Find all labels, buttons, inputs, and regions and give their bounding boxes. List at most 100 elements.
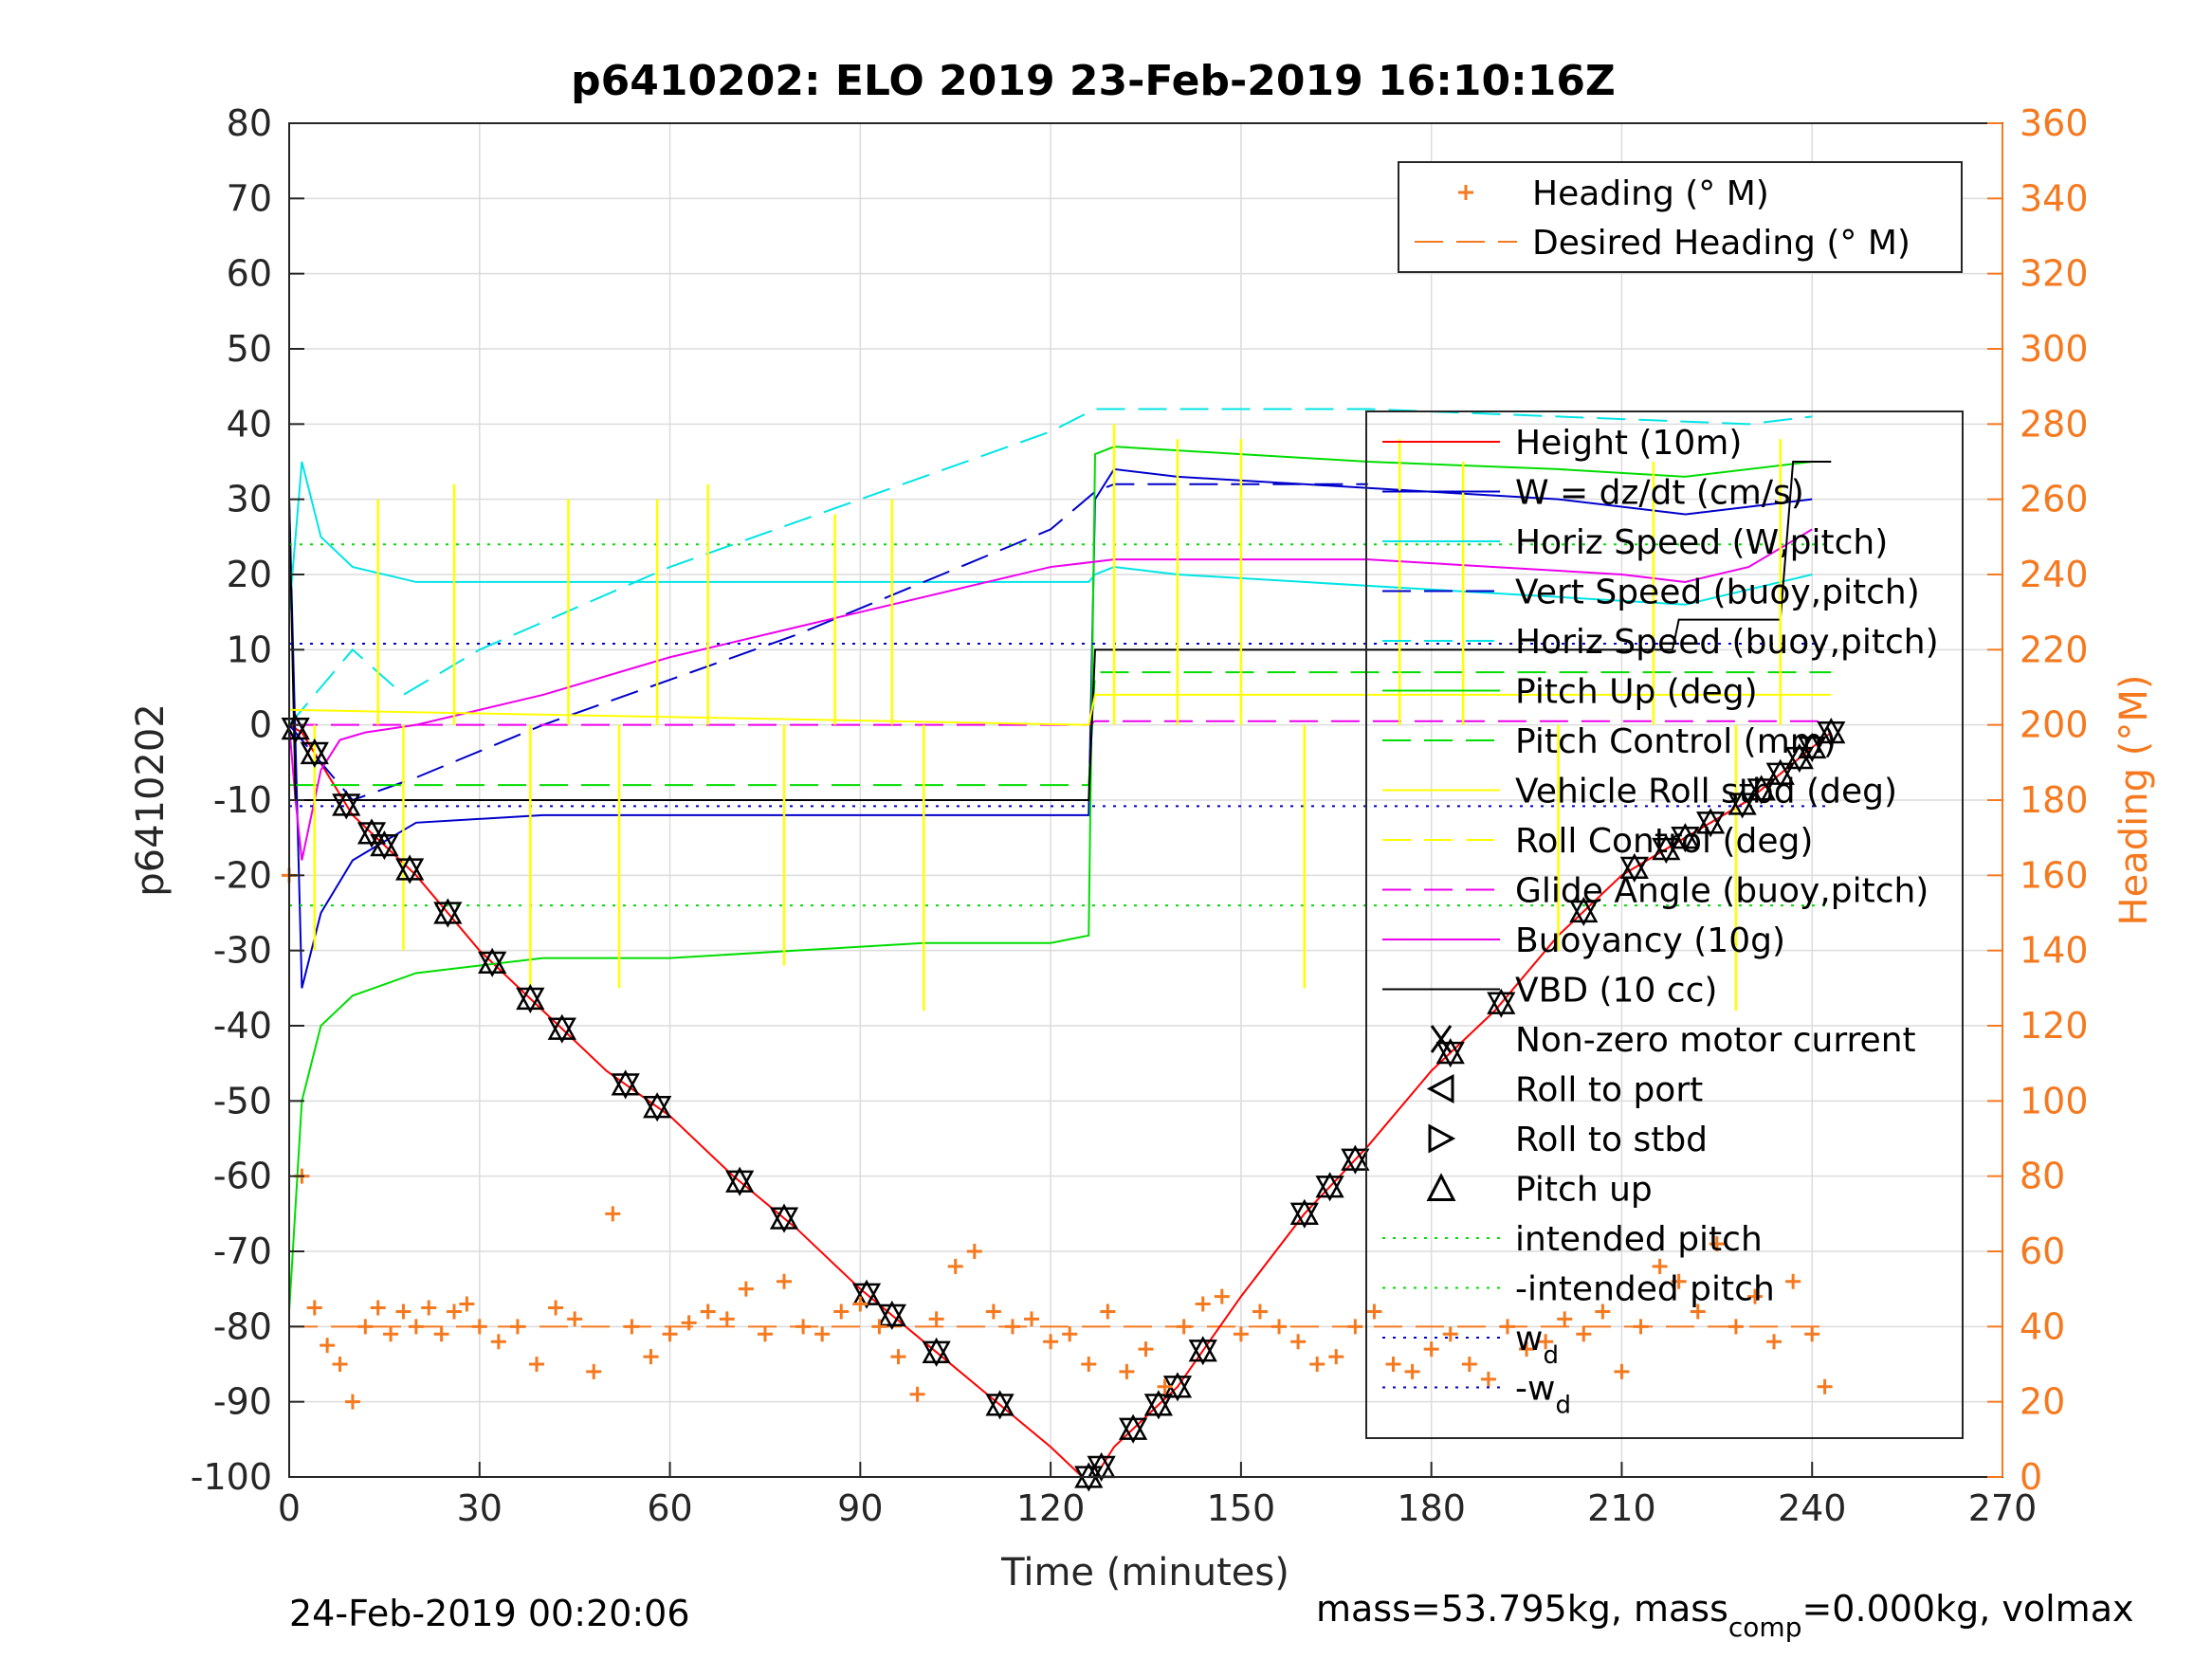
heading-point	[700, 1304, 716, 1320]
x-tick-label: 210	[1587, 1487, 1656, 1529]
heading-legend-box	[1398, 161, 1963, 273]
y-right-tick-label: 120	[2020, 1005, 2089, 1047]
heading-point	[1817, 1378, 1833, 1395]
heading-point	[509, 1319, 525, 1335]
pitch-up-marker	[1746, 775, 1776, 801]
y-axis-left-label: p6410202	[129, 703, 173, 897]
heading-point	[795, 1319, 812, 1335]
heading-point	[1785, 1273, 1801, 1289]
heading-point	[662, 1326, 678, 1342]
heading-point	[383, 1326, 399, 1342]
heading-point	[1633, 1319, 1649, 1335]
heading-point	[909, 1386, 925, 1402]
motor-current-marker	[1619, 856, 1649, 883]
heading-point	[1385, 1357, 1401, 1372]
pitch-up-marker	[1487, 988, 1516, 1014]
heading-legend: Heading (° M) Desired Heading (° M)	[1398, 161, 1963, 273]
heading-point	[1519, 1341, 1535, 1358]
heading-point	[1709, 1236, 1725, 1252]
legend-entry: Buoyancy (10g)	[1382, 921, 1785, 960]
legend-label: Vehicle Roll stbd (deg)	[1515, 773, 1897, 811]
y-left-tick-label: 30	[227, 479, 272, 520]
pitch-up-marker	[877, 1300, 906, 1327]
heading-point	[421, 1300, 437, 1316]
heading-point	[1766, 1334, 1782, 1350]
y-axis-left: 80 70 60 50 40 30 20 10 0 -10 -20 -30 -40 -50 -60 -70 -8…	[191, 102, 304, 1498]
motor-current-marker	[433, 902, 463, 928]
pitch-up-marker	[643, 1092, 672, 1119]
legend-label: Pitch Up (deg)	[1515, 673, 1758, 712]
pitch-up-marker	[1696, 808, 1726, 834]
legend-swatch	[1426, 1073, 1454, 1104]
heading-point	[1690, 1304, 1706, 1320]
y-right-tick-label: 80	[2020, 1156, 2065, 1197]
legend-label: wd	[1515, 1320, 1559, 1370]
y-left-tick-label: 80	[227, 102, 272, 144]
series-horiz-speed-w-pitch	[288, 461, 1813, 612]
motor-current-marker	[1746, 778, 1776, 805]
heading-point	[1652, 1258, 1668, 1274]
legend-entry: Horiz Speed (buoy,pitch)	[1382, 623, 1939, 662]
y-right-tick-label: 160	[2020, 854, 2089, 896]
y-right-tick-label: 100	[2020, 1080, 2089, 1121]
legend-label: Heading (° M)	[1532, 174, 1769, 213]
series-horiz-speed-buoy-pitch	[288, 408, 1813, 726]
heading-point	[1423, 1341, 1439, 1358]
x-tick-label: 0	[278, 1487, 301, 1529]
y-right-tick-label: 300	[2020, 328, 2089, 370]
heading-point	[1746, 1288, 1763, 1304]
legend-entry: Horiz Speed (W,pitch)	[1382, 523, 1888, 562]
motor-current-marker	[1798, 736, 1827, 763]
heading-point	[395, 1304, 411, 1320]
heading-point	[738, 1281, 754, 1297]
pitch-up-marker	[547, 1013, 576, 1040]
y-right-tick-label: 180	[2020, 779, 2089, 821]
pitch-up-marker	[985, 1390, 1015, 1416]
legend-entry: Heading (° M)	[1458, 174, 1769, 213]
legend-swatch	[1428, 1123, 1456, 1154]
pitch-up-marker	[300, 738, 329, 765]
heading-point	[1595, 1304, 1611, 1320]
y-left-tick-label: -20	[213, 854, 272, 896]
heading-point	[332, 1357, 348, 1372]
legend-label: Roll Control (deg)	[1515, 822, 1813, 861]
pitch-up-marker	[1765, 758, 1795, 785]
pitch-up-marker	[370, 830, 399, 857]
motor-current-marker	[1289, 1202, 1319, 1229]
pitch-up-marker	[516, 983, 545, 1011]
pitch-up-marker	[922, 1337, 951, 1363]
motor-current-marker	[851, 1283, 882, 1309]
pitch-up-marker	[356, 818, 387, 845]
pitch-up-marker	[1817, 718, 1846, 744]
heading-point	[459, 1296, 475, 1312]
heading-point	[1347, 1319, 1363, 1335]
heading-point	[1499, 1319, 1515, 1335]
x-tick-label: 120	[1016, 1487, 1086, 1529]
pitch-up-marker	[1435, 1037, 1465, 1065]
heading-point	[1271, 1319, 1288, 1335]
legend-label: Glide Angle (buoy,pitch)	[1515, 872, 1929, 911]
heading-point	[719, 1311, 735, 1327]
heading-point	[1366, 1304, 1382, 1320]
legend-entry: Pitch Control (mm)	[1382, 722, 1837, 761]
heading-point	[1804, 1326, 1820, 1342]
heading-point	[1081, 1357, 1097, 1372]
motor-current-marker	[395, 858, 425, 884]
pitch-up-marker	[433, 898, 463, 924]
heading-point	[1195, 1296, 1211, 1312]
motor-current-marker	[1671, 827, 1700, 853]
heading-point	[1157, 1378, 1173, 1395]
y-axis-right: 3603403203002802602402202001801601401201…	[1987, 102, 2089, 1498]
y-right-tick-label: 360	[2020, 102, 2089, 144]
legend-label: -wd	[1515, 1370, 1571, 1420]
heading-point	[471, 1319, 487, 1335]
heading-point	[777, 1273, 793, 1289]
heading-point	[357, 1319, 374, 1335]
legend-entry: W = dz/dt (cm/s)	[1382, 474, 1804, 513]
legend-entry: Pitch up	[1426, 1171, 1653, 1210]
main-legend: Height (10m) W = dz/dt (cm/s) Horiz Speed …	[1365, 410, 1964, 1439]
motor-current-marker	[332, 793, 361, 820]
x-tick-label: 30	[457, 1487, 503, 1529]
y-left-tick-label: 20	[227, 554, 272, 595]
motor-current-marker	[1315, 1176, 1344, 1202]
